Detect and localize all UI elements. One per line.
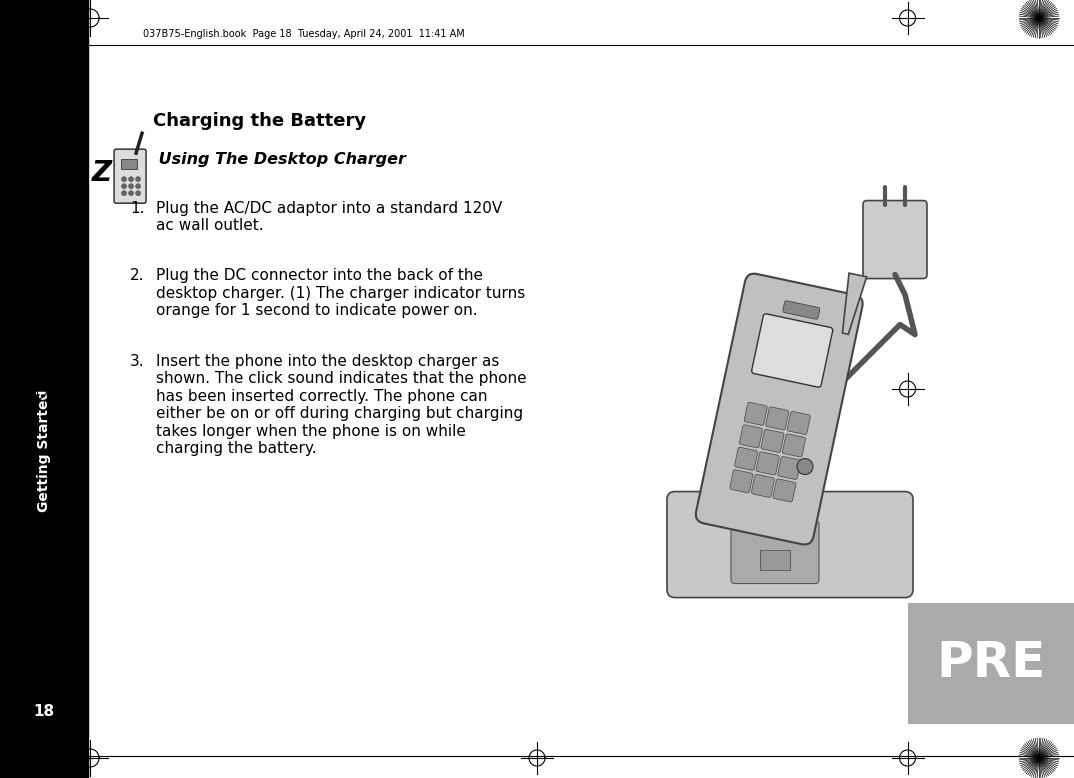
FancyBboxPatch shape	[787, 412, 810, 434]
FancyBboxPatch shape	[863, 201, 927, 279]
Text: Insert the phone into the desktop charger as
shown. The click sound indicates th: Insert the phone into the desktop charge…	[156, 354, 526, 456]
Text: Z: Z	[92, 159, 112, 187]
FancyBboxPatch shape	[773, 479, 796, 502]
FancyBboxPatch shape	[778, 457, 801, 479]
Bar	[0, 0, 88, 778]
Text: 3.: 3.	[130, 354, 145, 369]
FancyBboxPatch shape	[739, 425, 763, 448]
FancyBboxPatch shape	[730, 470, 753, 492]
Circle shape	[121, 184, 127, 188]
FancyBboxPatch shape	[731, 520, 819, 584]
Circle shape	[121, 177, 127, 181]
Text: Plug the AC/DC adaptor into a standard 120V
ac wall outlet.: Plug the AC/DC adaptor into a standard 1…	[156, 201, 503, 233]
Circle shape	[129, 191, 133, 195]
FancyBboxPatch shape	[766, 407, 788, 430]
Text: 037B75-English.book  Page 18  Tuesday, April 24, 2001  11:41 AM: 037B75-English.book Page 18 Tuesday, Apr…	[143, 29, 465, 39]
Text: 2.: 2.	[130, 268, 145, 283]
Circle shape	[121, 191, 127, 195]
Text: Getting Started: Getting Started	[37, 390, 52, 513]
Text: Charging the Battery: Charging the Battery	[154, 111, 366, 130]
FancyBboxPatch shape	[756, 452, 780, 475]
FancyBboxPatch shape	[667, 492, 913, 598]
Bar	[121, 159, 137, 169]
FancyBboxPatch shape	[696, 274, 862, 545]
Circle shape	[135, 191, 141, 195]
Circle shape	[129, 184, 133, 188]
FancyBboxPatch shape	[752, 314, 832, 387]
Text: Plug the DC connector into the back of the
desktop charger. (1) The charger indi: Plug the DC connector into the back of t…	[156, 268, 525, 318]
FancyBboxPatch shape	[752, 475, 774, 497]
Circle shape	[797, 458, 813, 475]
Bar	[760, 549, 790, 569]
Circle shape	[135, 177, 141, 181]
Text: 18: 18	[33, 704, 55, 720]
FancyBboxPatch shape	[783, 434, 806, 457]
Text: PRE: PRE	[937, 640, 1045, 687]
FancyBboxPatch shape	[114, 149, 146, 203]
Polygon shape	[842, 273, 867, 335]
Circle shape	[129, 177, 133, 181]
FancyBboxPatch shape	[735, 447, 757, 471]
Text: Using The Desktop Charger: Using The Desktop Charger	[154, 152, 406, 167]
Text: 1.: 1.	[130, 201, 145, 216]
FancyBboxPatch shape	[744, 402, 767, 426]
FancyBboxPatch shape	[783, 301, 819, 319]
Bar	[908, 603, 1074, 724]
Circle shape	[135, 184, 141, 188]
FancyBboxPatch shape	[761, 429, 784, 452]
